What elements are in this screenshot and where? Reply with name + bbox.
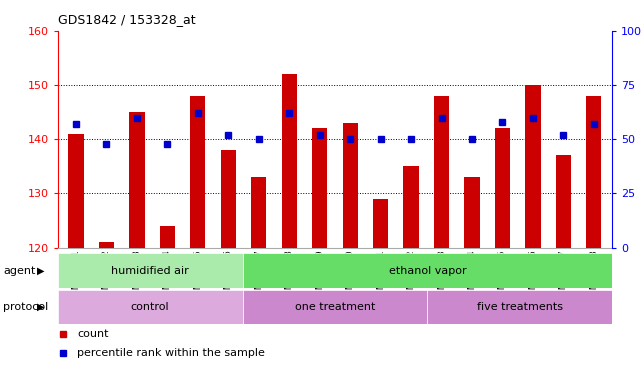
Bar: [69, 134, 83, 248]
Text: control: control: [131, 302, 169, 312]
Bar: [160, 226, 175, 248]
Text: ▶: ▶: [37, 266, 45, 276]
Bar: [99, 242, 114, 248]
Text: protocol: protocol: [3, 302, 49, 312]
Bar: [58, 290, 242, 324]
Text: GDS1842 / 153328_at: GDS1842 / 153328_at: [58, 13, 196, 26]
Bar: [526, 85, 540, 248]
Text: one treatment: one treatment: [295, 302, 375, 312]
Text: count: count: [77, 329, 108, 339]
Text: five treatments: five treatments: [477, 302, 563, 312]
Bar: [434, 96, 449, 248]
Bar: [242, 290, 428, 324]
Bar: [373, 199, 388, 248]
Bar: [221, 150, 236, 248]
Bar: [403, 166, 419, 248]
Bar: [190, 96, 206, 248]
Bar: [587, 96, 601, 248]
Bar: [556, 156, 571, 248]
Text: percentile rank within the sample: percentile rank within the sample: [77, 348, 265, 358]
Text: humidified air: humidified air: [112, 266, 189, 276]
Bar: [312, 128, 328, 248]
Text: agent: agent: [3, 266, 36, 276]
Bar: [464, 177, 479, 248]
Bar: [495, 128, 510, 248]
Bar: [281, 74, 297, 248]
Bar: [342, 123, 358, 248]
Text: ▶: ▶: [37, 302, 45, 312]
Bar: [428, 290, 612, 324]
Bar: [251, 177, 267, 248]
Text: ethanol vapor: ethanol vapor: [388, 266, 466, 276]
Bar: [129, 112, 144, 248]
Bar: [242, 253, 612, 288]
Bar: [58, 253, 242, 288]
